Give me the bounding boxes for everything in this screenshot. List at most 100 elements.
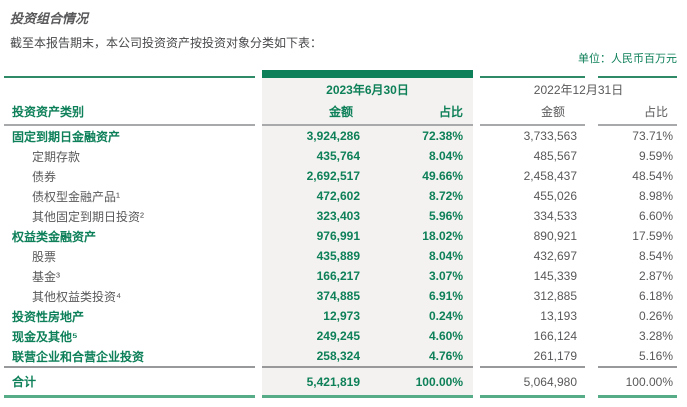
amount-2023-column-header: 金额 bbox=[328, 105, 353, 119]
row-pct-2022: 8.98% bbox=[638, 189, 673, 203]
row-pct-2023: 72.38% bbox=[422, 129, 463, 143]
row-amount-2023: 3,924,286 bbox=[306, 129, 360, 143]
row-pct-2022: 8.54% bbox=[638, 249, 673, 263]
row-amount-2022: 3,733,563 bbox=[523, 129, 577, 143]
row-amount-2023: 12,973 bbox=[323, 309, 360, 323]
row-pct-2022: 5.16% bbox=[638, 349, 673, 363]
row-pct-2023: 0.24% bbox=[428, 309, 463, 323]
row-pct-2023: 6.91% bbox=[428, 289, 463, 303]
table-row: 股票 435,889 8.04% 432,697 8.54% bbox=[4, 246, 677, 266]
row-2023-group: 258,324 4.76% bbox=[262, 346, 473, 366]
table-body: 固定到期日金融资产 3,924,286 72.38% 3,733,563 73.… bbox=[4, 126, 677, 366]
row-pct-2022: 2.87% bbox=[638, 269, 673, 283]
row-amount-2023: 374,885 bbox=[316, 289, 360, 303]
row-amount-2022: 261,179 bbox=[533, 349, 577, 363]
row-pct-2023: 5.96% bbox=[428, 209, 463, 223]
row-amount-2023: 472,602 bbox=[316, 189, 360, 203]
row-2023-group: 12,973 0.24% bbox=[262, 306, 473, 326]
row-pct-2023: 8.72% bbox=[428, 189, 463, 203]
row-amount-2022: 890,921 bbox=[533, 229, 577, 243]
row-pct-2022: 17.59% bbox=[632, 229, 673, 243]
table-row: 债券 2,692,517 49.66% 2,458,437 48.54% bbox=[4, 166, 677, 186]
pct-2022-column-header: 占比 bbox=[598, 100, 677, 126]
row-amount-2022: 2,458,437 bbox=[523, 169, 577, 183]
intro-text: 截至本报告期末，本公司投资资产按投资对象分类如下表： bbox=[10, 36, 323, 50]
table-row: 基金³ 166,217 3.07% 145,339 2.87% bbox=[4, 266, 677, 286]
row-pct-2022: 3.28% bbox=[638, 329, 673, 343]
row-category-label: 固定到期日金融资产 bbox=[12, 129, 121, 144]
total-amount-2022: 5,064,980 bbox=[480, 366, 585, 398]
row-category-label: 定期存款 bbox=[32, 149, 81, 164]
period-header-spacer bbox=[4, 76, 255, 100]
unit-label: 单位：人民币百万元 bbox=[578, 53, 677, 65]
row-amount-2022: 334,533 bbox=[533, 209, 577, 223]
group-2023-column-headers: 金额 占比 bbox=[262, 100, 473, 126]
row-2023-group: 323,403 5.96% bbox=[262, 206, 473, 226]
table-row: 现金及其他⁵ 249,245 4.60% 166,124 3.28% bbox=[4, 326, 677, 346]
row-category-label: 基金³ bbox=[32, 269, 60, 284]
period-2022-rule-right bbox=[598, 76, 677, 100]
row-category-label: 债券 bbox=[32, 169, 57, 184]
row-2023-group: 3,924,286 72.38% bbox=[262, 126, 473, 146]
investment-portfolio-table: 2023年6月30日 2022年12月31日 投资资产类别 金额 占比 金额 占… bbox=[4, 70, 677, 398]
row-amount-2023: 435,889 bbox=[316, 249, 360, 263]
row-2023-group: 435,764 8.04% bbox=[262, 146, 473, 166]
period-header-row: 2023年6月30日 2022年12月31日 bbox=[4, 70, 677, 100]
table-total-row: 合计 5,421,819 100.00% 5,064,980 100.00% bbox=[4, 366, 677, 398]
pct-2023-column-header: 占比 bbox=[438, 105, 463, 119]
row-pct-2023: 4.76% bbox=[428, 349, 463, 363]
row-2023-group: 249,245 4.60% bbox=[262, 326, 473, 346]
row-amount-2022: 485,567 bbox=[533, 149, 577, 163]
total-pct-2023: 100.00% bbox=[415, 374, 463, 389]
row-pct-2023: 8.04% bbox=[428, 249, 463, 263]
category-column-header: 投资资产类别 bbox=[4, 100, 255, 126]
row-pct-2022: 6.18% bbox=[638, 289, 673, 303]
row-amount-2022: 13,193 bbox=[540, 309, 577, 323]
row-amount-2022: 312,885 bbox=[533, 289, 577, 303]
row-amount-2022: 145,339 bbox=[533, 269, 577, 283]
table-row: 债权型金融产品¹ 472,602 8.72% 455,026 8.98% bbox=[4, 186, 677, 206]
row-category-label: 权益类金融资产 bbox=[12, 229, 97, 244]
row-category-label: 其他权益类投资⁴ bbox=[32, 289, 122, 304]
row-amount-2022: 455,026 bbox=[533, 189, 577, 203]
row-amount-2023: 249,245 bbox=[316, 329, 360, 343]
row-2023-group: 472,602 8.72% bbox=[262, 186, 473, 206]
row-amount-2023: 166,217 bbox=[316, 269, 360, 283]
period-2022-header: 2022年12月31日 bbox=[533, 82, 624, 97]
row-amount-2023: 435,764 bbox=[316, 149, 360, 163]
amount-2022-column-header: 金额 bbox=[480, 100, 585, 126]
total-pct-2022: 100.00% bbox=[598, 366, 677, 398]
row-category-label: 联营企业和合营企业投资 bbox=[12, 349, 145, 364]
row-amount-2023: 2,692,517 bbox=[306, 169, 360, 183]
row-amount-2023: 976,991 bbox=[316, 229, 360, 243]
row-amount-2023: 323,403 bbox=[316, 209, 360, 223]
period-2023-header: 2023年6月30日 bbox=[262, 70, 473, 100]
row-pct-2022: 73.71% bbox=[632, 129, 673, 143]
row-2023-group: 166,217 3.07% bbox=[262, 266, 473, 286]
total-amount-2023: 5,421,819 bbox=[306, 374, 360, 389]
row-amount-2022: 432,697 bbox=[533, 249, 577, 263]
row-category-label: 现金及其他⁵ bbox=[12, 329, 78, 344]
row-pct-2022: 6.60% bbox=[638, 209, 673, 223]
table-row: 定期存款 435,764 8.04% 485,567 9.59% bbox=[4, 146, 677, 166]
row-pct-2022: 0.26% bbox=[638, 309, 673, 323]
row-pct-2023: 8.04% bbox=[428, 149, 463, 163]
row-category-label: 投资性房地产 bbox=[12, 309, 85, 324]
column-header-row: 投资资产类别 金额 占比 金额 占比 bbox=[4, 100, 677, 126]
row-category-label: 股票 bbox=[32, 249, 57, 264]
row-pct-2023: 4.60% bbox=[428, 329, 463, 343]
row-2023-group: 374,885 6.91% bbox=[262, 286, 473, 306]
row-category-label: 债权型金融产品¹ bbox=[32, 189, 120, 204]
row-2023-group: 435,889 8.04% bbox=[262, 246, 473, 266]
row-category-label: 其他固定到期日投资² bbox=[32, 209, 144, 224]
section-title: 投资组合情况 bbox=[10, 11, 89, 26]
table-row: 联营企业和合营企业投资 258,324 4.76% 261,179 5.16% bbox=[4, 346, 677, 366]
table-row: 投资性房地产 12,973 0.24% 13,193 0.26% bbox=[4, 306, 677, 326]
table-row: 其他固定到期日投资² 323,403 5.96% 334,533 6.60% bbox=[4, 206, 677, 226]
row-amount-2022: 166,124 bbox=[533, 329, 577, 343]
total-2023-group: 5,421,819 100.00% bbox=[262, 366, 473, 398]
row-pct-2023: 3.07% bbox=[428, 269, 463, 283]
table-row: 其他权益类投资⁴ 374,885 6.91% 312,885 6.18% bbox=[4, 286, 677, 306]
row-pct-2023: 18.02% bbox=[422, 229, 463, 243]
